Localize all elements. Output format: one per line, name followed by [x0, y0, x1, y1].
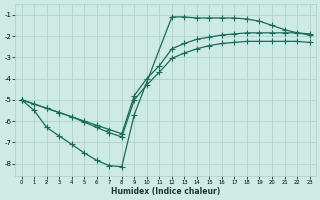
X-axis label: Humidex (Indice chaleur): Humidex (Indice chaleur): [111, 187, 220, 196]
